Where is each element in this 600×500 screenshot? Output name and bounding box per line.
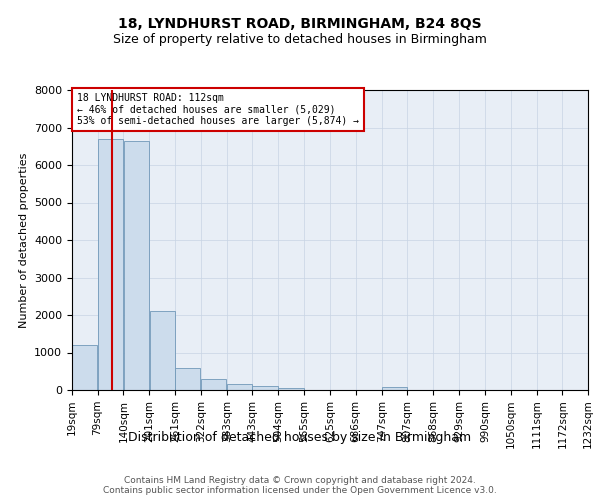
Bar xyxy=(227,384,252,390)
Bar xyxy=(382,388,407,390)
Text: Distribution of detached houses by size in Birmingham: Distribution of detached houses by size … xyxy=(128,431,472,444)
Bar xyxy=(98,138,123,390)
Text: 18 LYNDHURST ROAD: 112sqm
← 46% of detached houses are smaller (5,029)
53% of se: 18 LYNDHURST ROAD: 112sqm ← 46% of detac… xyxy=(77,93,359,126)
Bar xyxy=(175,368,200,390)
Bar xyxy=(72,345,97,390)
Bar xyxy=(201,379,226,390)
Bar xyxy=(124,140,149,390)
Bar xyxy=(278,388,304,390)
Bar xyxy=(149,311,175,390)
Text: Size of property relative to detached houses in Birmingham: Size of property relative to detached ho… xyxy=(113,32,487,46)
Y-axis label: Number of detached properties: Number of detached properties xyxy=(19,152,29,328)
Text: 18, LYNDHURST ROAD, BIRMINGHAM, B24 8QS: 18, LYNDHURST ROAD, BIRMINGHAM, B24 8QS xyxy=(118,18,482,32)
Text: Contains HM Land Registry data © Crown copyright and database right 2024.
Contai: Contains HM Land Registry data © Crown c… xyxy=(103,476,497,495)
Bar xyxy=(253,386,278,390)
